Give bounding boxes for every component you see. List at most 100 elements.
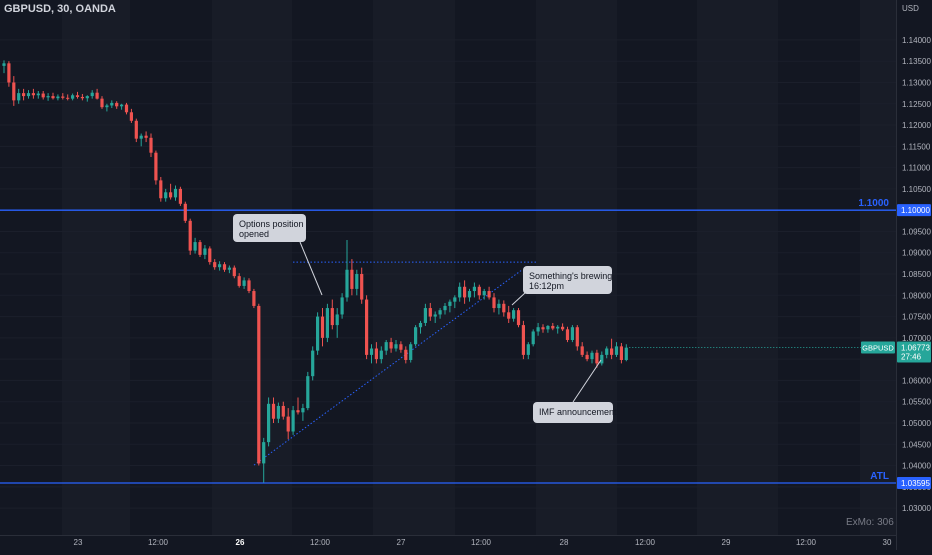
time-tick-label: 12:00 <box>635 538 656 547</box>
candle-body <box>526 344 530 355</box>
candle-body <box>120 104 124 107</box>
candle-body <box>183 203 187 221</box>
candle-body <box>267 403 271 443</box>
candle-body <box>610 348 614 355</box>
annotation-imf: IMF announcement <box>533 359 617 423</box>
candle-body <box>369 348 374 355</box>
candle-body <box>188 220 192 251</box>
candle-body <box>316 316 320 351</box>
time-tick-label: 28 <box>560 538 569 547</box>
candle-body <box>418 322 423 328</box>
callout-box <box>533 402 613 423</box>
symbol-price-tag-label: GBPUSD <box>862 344 894 353</box>
price-tick-label: 1.08000 <box>902 291 931 300</box>
candle-body <box>36 93 40 96</box>
level-axis-value: 1.03595 <box>901 479 930 488</box>
candle-body <box>71 95 75 99</box>
session-band <box>697 0 778 535</box>
last-price-value: 1.06773 <box>901 344 930 353</box>
candle-body <box>605 348 609 355</box>
candle-body <box>502 303 506 313</box>
candle-body <box>482 291 486 296</box>
candle-body <box>379 350 383 360</box>
candle-body <box>198 242 202 255</box>
price-tick-label: 1.04000 <box>902 462 931 471</box>
price-tick-label: 1.13500 <box>902 57 931 66</box>
candle-body <box>286 416 290 432</box>
time-tick-label: 12:00 <box>471 538 492 547</box>
last-price-axis-tag <box>897 341 931 363</box>
candle-body <box>100 98 104 108</box>
callout-pointer <box>511 291 527 306</box>
candle-body <box>46 96 50 98</box>
candle-body <box>492 297 496 309</box>
candle-body <box>619 346 623 360</box>
candle-body <box>213 262 217 268</box>
candle-body <box>575 327 579 347</box>
price-tick-label: 1.04500 <box>902 440 931 449</box>
symbol-price-tag <box>861 341 895 354</box>
candle-body <box>124 104 129 113</box>
session-band <box>62 0 130 535</box>
candle-body <box>497 303 501 309</box>
candle-body <box>291 410 295 432</box>
callout-box <box>233 214 306 242</box>
price-tick-label: 1.11000 <box>902 164 931 173</box>
candle-body <box>350 269 354 289</box>
candle-body <box>252 291 256 306</box>
candle-body <box>12 82 16 101</box>
candle-body <box>580 346 584 355</box>
price-tick-label: 1.11500 <box>902 142 931 151</box>
candle-body <box>531 331 535 345</box>
candle-body <box>453 297 457 302</box>
price-tick-label: 1.14000 <box>902 36 931 45</box>
candle-body <box>335 314 339 326</box>
candle-body <box>551 325 555 329</box>
candle-body <box>90 92 94 97</box>
candle-body <box>423 308 427 323</box>
candle-body <box>232 267 236 277</box>
candle-body <box>414 327 418 345</box>
candle-body <box>237 276 241 286</box>
time-tick-label: 26 <box>236 538 245 547</box>
candle-body <box>433 314 437 317</box>
candle-body <box>247 280 251 292</box>
price-tick-label: 1.07000 <box>902 334 931 343</box>
candle-body <box>556 326 560 329</box>
candle-body <box>389 342 393 349</box>
price-tick-label: 1.13000 <box>902 78 931 87</box>
candle-body <box>374 348 378 360</box>
time-tick-label: 12:00 <box>310 538 331 547</box>
candle-body <box>477 286 481 296</box>
candle-body <box>134 120 138 139</box>
candle-body <box>276 405 280 419</box>
candle-body <box>399 344 403 350</box>
price-tick-label: 1.09500 <box>902 227 931 236</box>
price-tick-label: 1.07500 <box>902 313 931 322</box>
candle-body <box>325 308 329 338</box>
callout-pointer <box>299 241 323 296</box>
symbol-title[interactable]: GBPUSD, 30, OANDA <box>4 3 116 15</box>
candle-body <box>536 327 540 332</box>
candle-body <box>443 305 447 311</box>
candle-body <box>624 347 628 360</box>
candle-body <box>208 248 212 263</box>
candle-body <box>467 291 472 298</box>
candle-body <box>487 291 491 298</box>
callout-box <box>523 266 612 294</box>
candle-body <box>271 403 276 419</box>
candle-body <box>95 92 99 99</box>
candle-body <box>595 352 599 364</box>
callout-text: IMF announcement <box>539 407 617 417</box>
session-band <box>860 0 896 535</box>
candle-body <box>463 286 467 298</box>
bar-countdown: 27:46 <box>901 353 922 362</box>
candle-body <box>384 342 388 351</box>
callout-text: 16:12pm <box>529 281 564 291</box>
price-tick-label: 1.10500 <box>902 185 931 194</box>
time-tick-label: 23 <box>74 538 83 547</box>
candle-body <box>222 264 227 270</box>
